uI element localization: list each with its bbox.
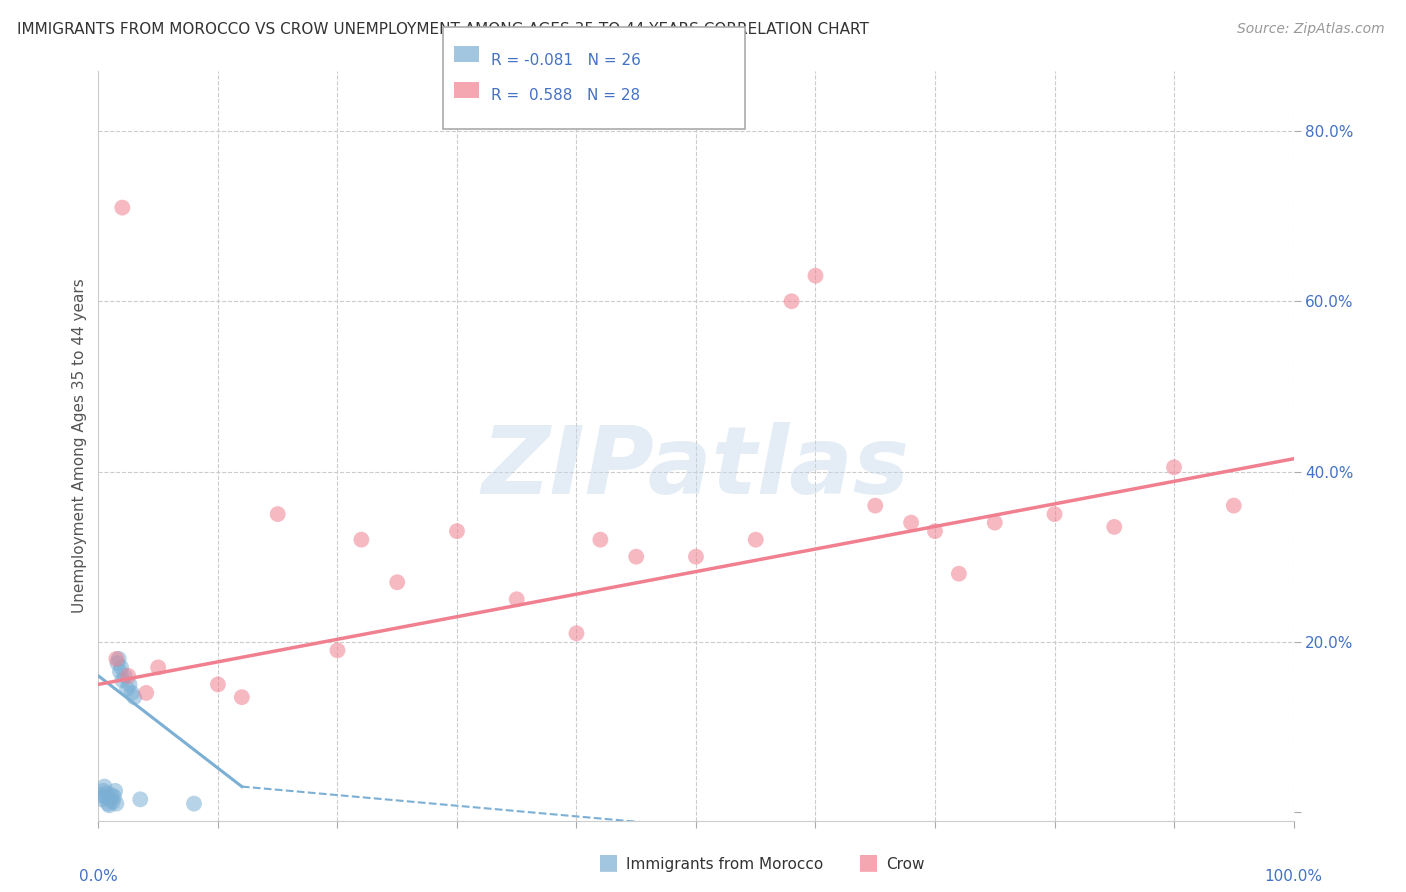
Text: ZIPatlas: ZIPatlas [482,423,910,515]
Point [446,524,468,538]
Point [207,677,229,691]
Point [93,780,115,794]
Text: IMMIGRANTS FROM MOROCCO VS CROW UNEMPLOYMENT AMONG AGES 35 TO 44 YEARS CORRELATI: IMMIGRANTS FROM MOROCCO VS CROW UNEMPLOY… [17,22,869,37]
Point [183,797,205,811]
Point [685,549,707,564]
Point [111,201,134,215]
Point [135,686,157,700]
Point [104,784,127,798]
Point [865,499,887,513]
Point [1104,520,1126,534]
Point [105,797,128,811]
Text: Immigrants from Morocco: Immigrants from Morocco [626,857,823,872]
Point [1223,499,1246,513]
Point [148,660,170,674]
Text: R =  0.588   N = 28: R = 0.588 N = 28 [491,88,640,103]
Point [948,566,970,581]
Point [114,669,136,683]
Point [267,507,290,521]
Point [107,652,129,666]
Point [97,797,120,811]
Point [626,549,648,564]
Point [231,690,253,705]
Y-axis label: Unemployment Among Ages 35 to 44 years: Unemployment Among Ages 35 to 44 years [72,278,87,614]
Text: R = -0.081   N = 26: R = -0.081 N = 26 [491,53,641,68]
Point [385,575,409,590]
Point [121,686,143,700]
Point [107,656,129,670]
Point [1163,460,1185,475]
Point [98,792,122,806]
Point [924,524,946,538]
Point [110,660,132,674]
Point [103,789,125,804]
Text: ■: ■ [858,853,879,872]
Point [900,516,922,530]
Text: Source: ZipAtlas.com: Source: ZipAtlas.com [1237,22,1385,37]
Point [96,786,118,800]
Text: 100.0%: 100.0% [1264,870,1323,884]
Point [94,789,117,804]
Point [91,792,114,806]
Point [100,788,122,802]
Point [506,592,529,607]
Point [117,669,139,683]
Point [105,652,128,666]
Point [745,533,768,547]
Text: ■: ■ [598,853,619,872]
Point [1043,507,1066,521]
Point [124,690,146,705]
Point [780,294,803,309]
Point [98,798,121,813]
Text: Crow: Crow [886,857,924,872]
Point [565,626,588,640]
Point [326,643,349,657]
Point [91,784,114,798]
Point [101,795,124,809]
Point [350,533,373,547]
Point [118,677,141,691]
Point [115,681,138,696]
Text: 0.0%: 0.0% [79,870,118,884]
Point [589,533,612,547]
Point [108,665,131,679]
Point [111,673,134,688]
Point [129,792,152,806]
Point [804,268,827,283]
Point [90,788,112,802]
Point [984,516,1007,530]
